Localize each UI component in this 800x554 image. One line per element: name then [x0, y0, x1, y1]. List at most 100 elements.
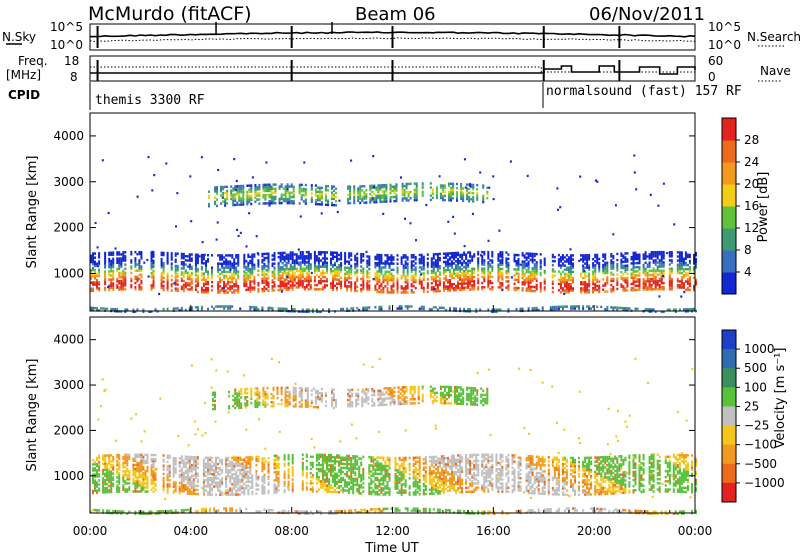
- power-cell: [466, 193, 469, 197]
- power-cell: [422, 257, 425, 261]
- velocity-cell: [118, 468, 121, 471]
- velocity-cell: [182, 461, 185, 465]
- power-cell: [295, 267, 298, 271]
- power-cell: [217, 283, 220, 286]
- power-cell: [451, 285, 454, 288]
- velocity-cell: [247, 484, 250, 488]
- power-cell: [299, 253, 302, 256]
- power-cell: [642, 288, 645, 291]
- power-cell: [670, 279, 673, 283]
- power-cell: [320, 197, 323, 200]
- power-cell: [507, 265, 510, 269]
- power-cell: [588, 278, 591, 282]
- power-cell: [94, 275, 97, 278]
- power-cell: [390, 276, 393, 280]
- power-cell: [430, 263, 433, 266]
- power-cell: [693, 262, 696, 265]
- power-cell: [297, 261, 300, 264]
- power-cell: [559, 282, 562, 286]
- power-cell: [463, 274, 466, 277]
- power-cell: [284, 195, 287, 199]
- velocity-cell: [128, 455, 131, 459]
- power-cell: [481, 271, 484, 275]
- power-cell: [150, 261, 153, 264]
- power-cell: [559, 258, 562, 261]
- power-cell: [245, 288, 248, 292]
- power-cell: [273, 276, 276, 280]
- power-cell: [412, 274, 415, 278]
- power-cell: [301, 259, 304, 262]
- power-cell: [229, 285, 232, 288]
- power-cell: [429, 182, 432, 185]
- power-cell: [572, 281, 575, 284]
- velocity-cell: [182, 488, 185, 491]
- power-cell: [112, 263, 115, 267]
- power-cell: [202, 291, 205, 294]
- power-cell: [457, 274, 460, 277]
- power-cell: [616, 281, 619, 284]
- power-cell: [274, 189, 277, 193]
- power-cell: [108, 288, 111, 292]
- power-cell: [134, 261, 137, 264]
- power-cell: [481, 263, 484, 266]
- power-cell: [470, 191, 473, 195]
- power-cell: [254, 192, 257, 195]
- velocity-cell: [134, 484, 137, 487]
- power-cell: [682, 261, 685, 265]
- power-cell: [533, 263, 536, 266]
- power-cell: [468, 197, 471, 201]
- power-scatter-cell: [233, 158, 236, 161]
- power-cell: [243, 259, 246, 263]
- power-cell: [377, 184, 380, 187]
- velocity-cell: [231, 477, 234, 480]
- power-colorbar-swatch: [722, 184, 736, 207]
- velocity-cell: [106, 478, 109, 482]
- power-scatter-cell: [94, 221, 97, 225]
- power-cell: [327, 201, 330, 204]
- power-cell: [624, 281, 627, 284]
- power-cell: [202, 276, 205, 279]
- power-cell: [670, 284, 673, 287]
- velocity-cell: [94, 461, 97, 464]
- velocity-cell: [118, 455, 121, 459]
- power-cell: [368, 280, 371, 283]
- power-cell: [461, 288, 464, 292]
- power-cell: [273, 285, 276, 288]
- power-cell: [118, 271, 121, 275]
- power-cell: [630, 262, 633, 265]
- power-cell: [98, 268, 101, 272]
- power-cell: [291, 271, 294, 275]
- power-cell: [481, 281, 484, 285]
- power-cell: [261, 281, 264, 285]
- power-cell: [505, 265, 508, 269]
- velocity-cell: [102, 462, 105, 466]
- power-cell: [375, 196, 378, 200]
- power-cell: [626, 268, 629, 272]
- power-cell: [224, 191, 227, 195]
- power-cell: [636, 280, 639, 283]
- power-cell: [594, 278, 597, 282]
- power-cell: [233, 283, 236, 286]
- power-cell: [457, 264, 460, 267]
- power-cell: [327, 189, 330, 192]
- power-cell: [549, 306, 552, 309]
- power-cell: [642, 255, 645, 258]
- power-cell: [237, 274, 240, 278]
- power-cell: [214, 188, 217, 191]
- nave-curve: [90, 66, 695, 73]
- power-cell: [365, 195, 368, 198]
- power-cell: [529, 275, 532, 278]
- power-cell: [626, 258, 629, 261]
- power-cell: [292, 191, 295, 195]
- power-cell: [311, 310, 314, 314]
- velocity-cell: [225, 491, 228, 494]
- power-cell: [634, 266, 637, 269]
- power-cell: [499, 271, 502, 275]
- velocity-cell: [235, 456, 238, 460]
- power-cell: [644, 267, 647, 271]
- power-cell: [320, 190, 323, 194]
- power-cell: [523, 272, 526, 276]
- power-cell: [392, 285, 395, 288]
- velocity-cell: [146, 484, 149, 487]
- power-cell: [330, 261, 333, 265]
